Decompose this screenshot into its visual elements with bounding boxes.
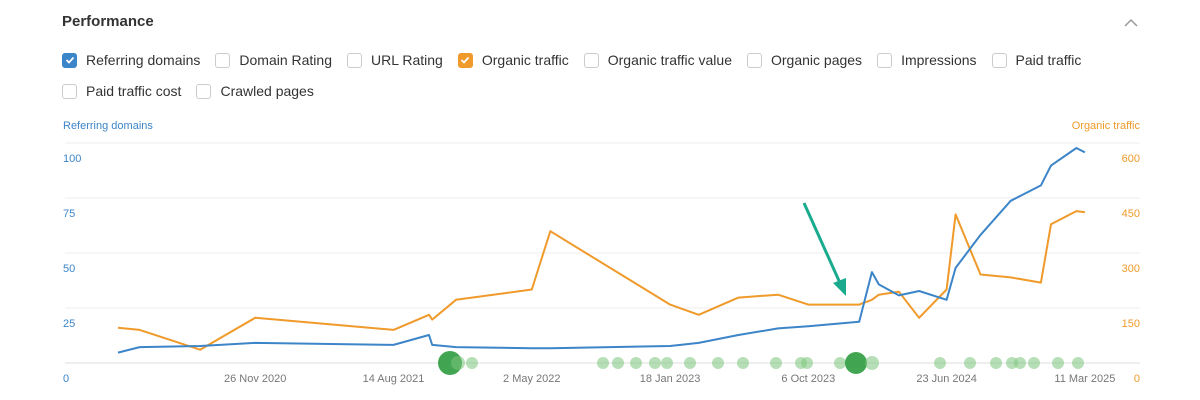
metric-toggle[interactable]: Referring domains [62,50,200,70]
metric-toggle[interactable]: Domain Rating [215,50,332,70]
x-tick-label: 11 Mar 2025 [1054,373,1115,385]
metric-toggle[interactable]: Crawled pages [196,81,314,101]
checkbox-label[interactable]: URL Rating [371,52,443,68]
x-tick-label: 6 Oct 2023 [781,373,835,385]
checkbox[interactable] [991,52,1007,68]
checkbox[interactable] [747,52,762,68]
annotation-arrow [802,202,846,296]
checkbox-label[interactable]: Domain Rating [239,52,332,68]
x-tick-label: 23 Jun 2024 [916,373,977,385]
y2-tick-label: 450 [1122,208,1140,220]
x-tick-label: 26 Nov 2020 [224,373,286,385]
y-tick-label: 25 [63,318,75,330]
checkbox-label[interactable]: Organic traffic value [607,52,732,68]
metric-toggle[interactable]: Organic traffic value [583,50,732,70]
x-tick-label: 14 Aug 2021 [363,373,425,385]
series-line [117,147,1086,354]
panel-title: Performance [62,13,154,30]
checkbox-label[interactable]: Paid traffic cost [86,83,182,99]
checkbox-label[interactable]: Paid traffic [1015,52,1082,68]
y2-tick-label: 0 [1134,373,1140,385]
checkbox[interactable] [347,52,362,68]
checkbox-label[interactable]: Crawled pages [220,83,314,99]
event-markers [438,351,1084,375]
y-tick-label: 75 [63,208,75,220]
grid [65,142,1140,364]
checkbox[interactable] [215,52,231,68]
y2-tick-label: 300 [1122,263,1140,275]
y-tick-label: 0 [63,373,69,385]
checkbox[interactable] [62,52,77,68]
y2-tick-label: 150 [1122,318,1140,330]
y-axis-title: Referring domains [63,120,153,132]
checkbox-label[interactable]: Organic pages [771,52,863,68]
x-tick-label: 18 Jan 2023 [640,373,701,385]
metric-toggle[interactable]: URL Rating [347,50,443,70]
checkbox[interactable] [196,83,212,99]
series-line [117,210,1086,351]
checkbox[interactable] [877,52,893,68]
checkbox-label[interactable]: Impressions [901,52,977,68]
x-tick-label: 2 May 2022 [503,373,560,385]
metric-toggle[interactable]: Impressions [877,50,977,70]
y-tick-label: 50 [63,263,75,275]
y2-axis-title: Organic traffic [1072,120,1141,132]
checkbox[interactable] [583,52,599,68]
checkbox-label[interactable]: Organic traffic [481,52,569,68]
checkbox[interactable] [62,83,77,99]
checkbox[interactable] [457,52,473,68]
checkbox-label[interactable]: Referring domains [86,52,201,68]
metric-toggle[interactable]: Organic traffic [457,50,569,70]
collapse-chevron[interactable] [1124,18,1138,27]
metric-toggle[interactable]: Paid traffic cost [62,81,181,101]
y2-tick-label: 600 [1122,153,1140,165]
metric-toggle[interactable]: Paid traffic [991,50,1082,70]
metric-toggle[interactable]: Organic pages [747,50,862,70]
y-tick-label: 100 [63,153,81,165]
metric-toggles: Referring domains Domain Rating URL Rating… [62,50,1142,101]
